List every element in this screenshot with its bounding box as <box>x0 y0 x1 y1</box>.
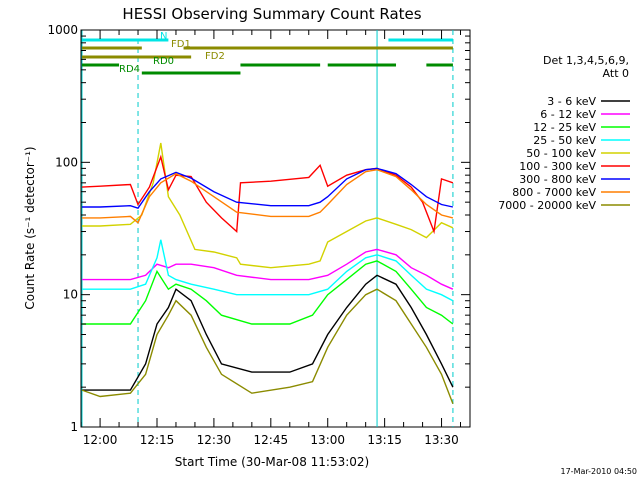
plot-frame <box>80 29 471 428</box>
legend-entry-label: 50 - 100 keV <box>526 147 596 160</box>
legend-entry-label: 800 - 7000 keV <box>512 186 596 199</box>
x-tick-label: 12:15 <box>140 433 175 447</box>
flag-label: N <box>160 31 167 42</box>
legend-entry-label: 7000 - 20000 keV <box>498 199 596 212</box>
flag-label: RD0 <box>153 56 174 67</box>
legend-header-att: Att 0 <box>603 67 629 80</box>
y-axis: 1 10 100 1000 <box>47 23 470 434</box>
y-tick-label: 1 <box>70 420 78 434</box>
legend-entry-label: 12 - 25 keV <box>533 121 596 134</box>
series-line <box>82 168 454 224</box>
x-tick-label: 12:45 <box>254 433 289 447</box>
x-axis-label: Start Time (30-Mar-08 11:53:02) <box>175 455 369 469</box>
series-group <box>81 142 454 404</box>
legend-entry-label: 100 - 300 keV <box>519 160 596 173</box>
flag-label: FD2 <box>205 51 225 62</box>
legend-entry-label: 25 - 50 keV <box>533 134 596 147</box>
x-tick-label: 12:00 <box>83 433 118 447</box>
legend-entry-label: 3 - 6 keV <box>547 95 596 108</box>
legend-header-det: Det 1,3,4,5,6,9, <box>543 54 629 67</box>
flag-label: RD4 <box>119 64 140 75</box>
series-line <box>81 154 454 235</box>
series-line <box>82 260 454 325</box>
series-line <box>82 142 454 269</box>
x-tick-label: 13:30 <box>424 433 459 447</box>
legend-entry-label: 300 - 800 keV <box>519 173 596 186</box>
plot-area <box>80 29 471 428</box>
x-tick-label: 13:15 <box>367 433 402 447</box>
series-line <box>82 167 454 210</box>
x-axis: 12:00 12:15 12:30 12:45 13:00 13:15 13:30 <box>80 30 462 447</box>
x-tick-label: 13:00 <box>310 433 345 447</box>
chart-title: HESSI Observing Summary Count Rates <box>122 5 421 23</box>
series-line <box>81 288 454 404</box>
x-tick-label: 12:30 <box>197 433 232 447</box>
y-axis-label: Count Rate (s⁻¹ detector⁻¹) <box>23 146 37 309</box>
series-line <box>82 248 454 290</box>
y-tick-label: 10 <box>63 288 78 302</box>
series-line <box>82 239 454 302</box>
series-line <box>82 274 454 391</box>
flag-bars: N FD1 FD2 RD0 RD4 <box>82 31 453 75</box>
legend-entry-label: 6 - 12 keV <box>540 108 596 121</box>
vertical-markers <box>81 30 454 427</box>
y-tick-label: 100 <box>55 155 78 169</box>
timestamp: 17-Mar-2010 04:50 <box>561 467 638 476</box>
flag-label: FD1 <box>171 39 191 50</box>
y-tick-label: 1000 <box>47 23 78 37</box>
